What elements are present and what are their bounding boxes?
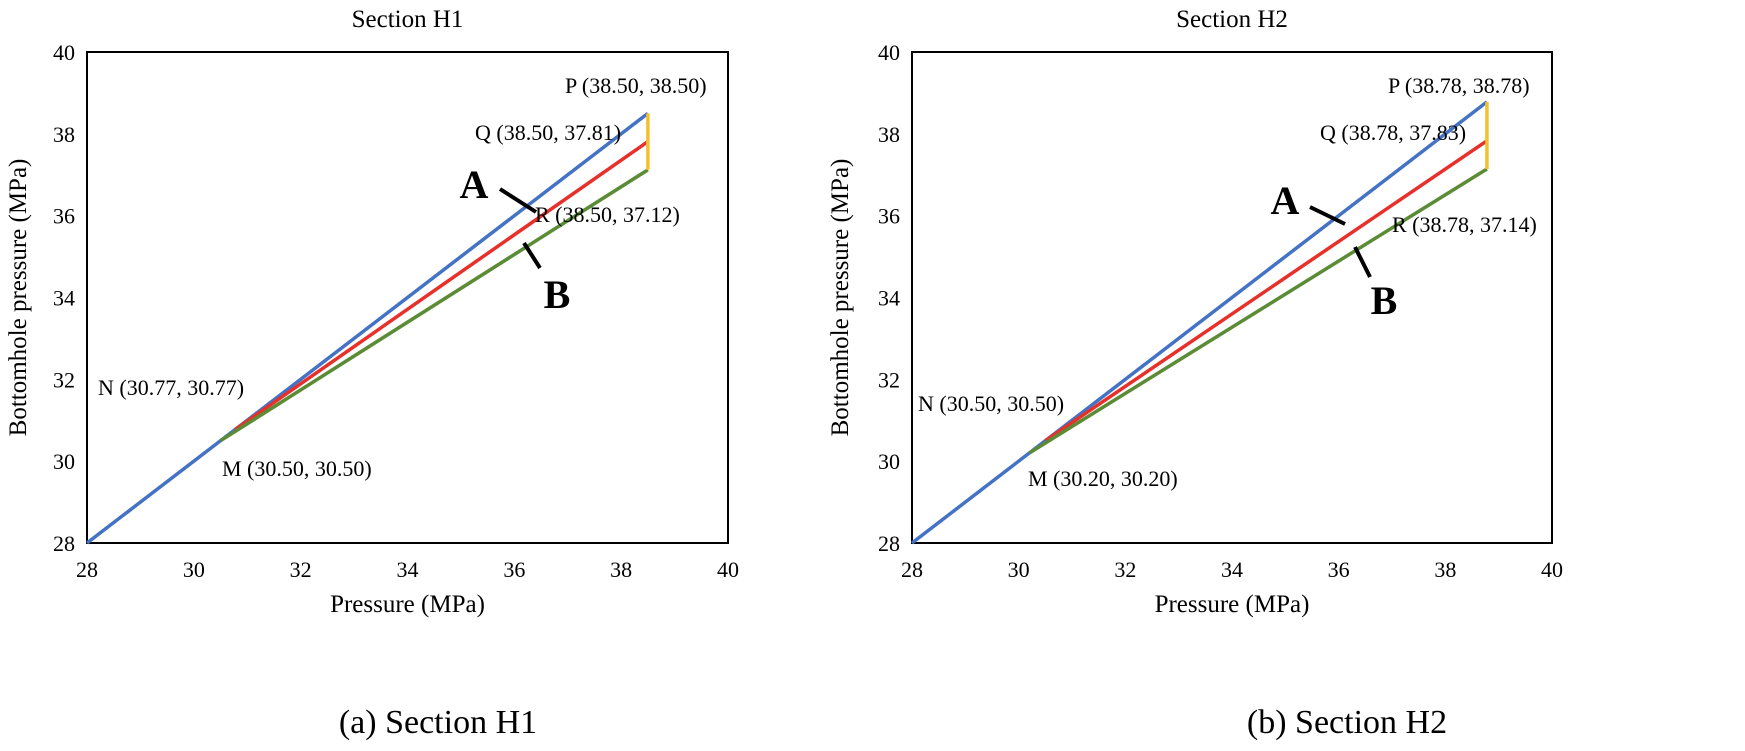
callout-leader-a — [1309, 205, 1346, 226]
y-tick-label: 28 — [878, 531, 900, 556]
series-line-a — [910, 100, 1488, 545]
y-tick-label: 36 — [53, 204, 75, 229]
y-tick-label: 38 — [878, 122, 900, 147]
y-tick-label: 34 — [878, 286, 900, 311]
x-tick-label: 30 — [183, 557, 205, 582]
callout-leader-b — [1353, 246, 1372, 278]
chart-section-h1: Section H1 Pressure (MPa) Bottomhole press… — [5, 6, 739, 618]
x-tick-label: 34 — [1221, 557, 1243, 582]
chart-title: Section H1 — [352, 6, 464, 33]
y-tick-label: 32 — [53, 367, 75, 392]
x-tick-label: 38 — [1434, 557, 1456, 582]
series-line-middle — [1044, 139, 1488, 443]
x-tick-label: 34 — [397, 557, 419, 582]
point-annotation: Q (38.78, 37.83) — [1320, 120, 1466, 145]
series-line-a — [85, 111, 649, 545]
x-tick-label: 38 — [610, 557, 632, 582]
x-tick-label: 36 — [503, 557, 525, 582]
plot-frame — [911, 51, 1553, 544]
y-axis-label: Bottomhole pressure (MPa) — [5, 159, 32, 437]
series-line-b — [1028, 167, 1488, 455]
callout-label-a: A — [1271, 178, 1300, 223]
point-annotation: M (30.20, 30.20) — [1028, 466, 1178, 491]
y-tick-label: 40 — [878, 40, 900, 65]
callout-leader-a — [498, 187, 538, 214]
y-axis-label: Bottomhole pressure (MPa) — [827, 159, 854, 437]
y-tick-label: 30 — [53, 449, 75, 474]
y-tick-label: 28 — [53, 531, 75, 556]
point-annotation: N (30.50, 30.50) — [918, 391, 1064, 416]
y-tick-label: 38 — [53, 122, 75, 147]
chart-title: Section H2 — [1176, 6, 1288, 33]
caption-b: (b) Section H2 — [1247, 704, 1447, 741]
plot-frame — [86, 51, 729, 544]
point-annotation: R (38.78, 37.14) — [1392, 212, 1537, 237]
x-tick-label: 36 — [1328, 557, 1350, 582]
point-annotation: N (30.77, 30.77) — [98, 375, 244, 400]
y-tick-label: 32 — [878, 367, 900, 392]
callout-label-b: B — [1371, 278, 1398, 323]
series-line-b — [219, 168, 649, 443]
y-tick-label: 30 — [878, 449, 900, 474]
point-annotation: P (38.78, 38.78) — [1388, 73, 1530, 98]
x-tick-label: 30 — [1008, 557, 1030, 582]
x-tick-label: 40 — [1541, 557, 1563, 582]
chart-section-h2: Section H2 Pressure (MPa) Bottomhole press… — [827, 6, 1563, 618]
x-axis-label: Pressure (MPa) — [330, 591, 485, 618]
series-line-middle — [233, 140, 649, 432]
x-axis-label: Pressure (MPa) — [1155, 591, 1310, 618]
callout-label-a: A — [460, 162, 489, 207]
callout-leader-b — [522, 241, 542, 270]
callout-label-b: B — [544, 272, 571, 317]
point-annotation: R (38.50, 37.12) — [535, 202, 680, 227]
point-annotation: Q (38.50, 37.81) — [475, 120, 621, 145]
y-tick-label: 40 — [53, 40, 75, 65]
x-tick-label: 40 — [717, 557, 739, 582]
x-tick-label: 28 — [76, 557, 98, 582]
point-annotation: P (38.50, 38.50) — [565, 73, 707, 98]
y-tick-label: 36 — [878, 204, 900, 229]
caption-a: (a) Section H1 — [339, 704, 537, 741]
x-tick-label: 32 — [290, 557, 312, 582]
point-annotation: M (30.50, 30.50) — [222, 456, 372, 481]
y-tick-label: 34 — [53, 286, 75, 311]
x-tick-label: 32 — [1114, 557, 1136, 582]
x-tick-label: 28 — [901, 557, 923, 582]
